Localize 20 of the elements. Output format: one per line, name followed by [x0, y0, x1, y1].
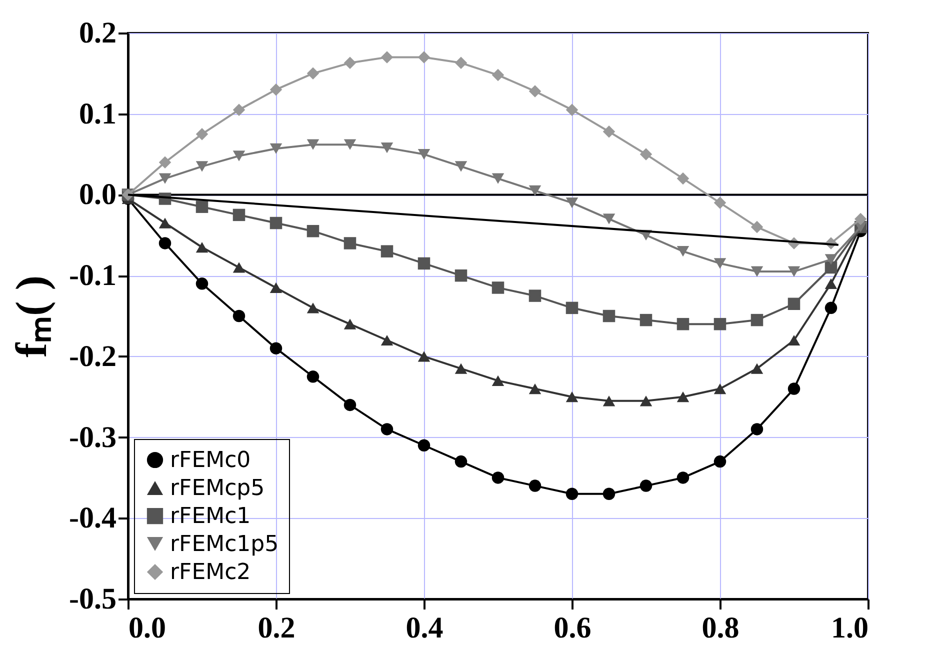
y-axis-title: fₘ( ) — [7, 276, 56, 358]
legend-label: rFEMc1p5 — [170, 532, 279, 557]
x-tick-label: 0.8 — [702, 612, 740, 644]
x-tick-label: 1.0 — [831, 612, 868, 644]
legend-label: rFEMc2 — [170, 560, 251, 585]
x-tick-label: 0.4 — [406, 612, 444, 644]
legend-label: rFEMc0 — [170, 448, 251, 473]
y-tick-label: -0.3 — [69, 420, 116, 454]
y-tick-label: 0.0 — [79, 178, 116, 212]
x-tick-label: 0.0 — [128, 612, 166, 644]
x-tick-label: 0.6 — [554, 612, 592, 644]
legend-label: rFEMc1 — [170, 504, 251, 529]
y-tick-label: -0.5 — [69, 582, 116, 616]
y-tick-label: 0.2 — [79, 16, 116, 50]
y-tick-label: -0.4 — [69, 502, 116, 535]
legend-label: rFEMcp5 — [170, 476, 265, 501]
y-tick-label: -0.1 — [69, 259, 116, 292]
y-tick-label: -0.2 — [69, 340, 116, 373]
x-tick-label: 0.2 — [258, 612, 296, 644]
y-tick-label: 0.1 — [79, 97, 116, 130]
